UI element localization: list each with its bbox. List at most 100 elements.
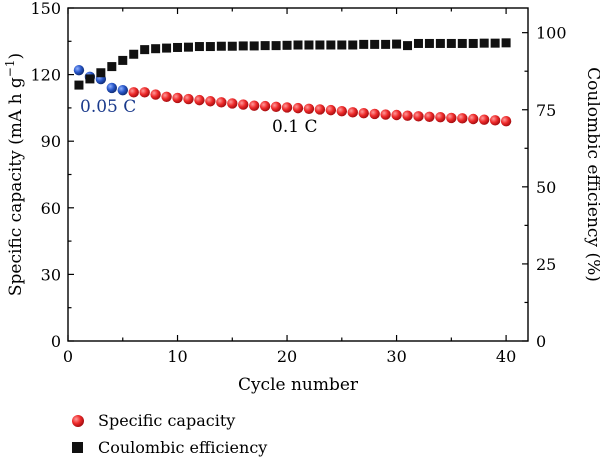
capacity-point-0.1C [183,93,194,105]
efficiency-point [348,40,358,50]
y-right-tick-label: 100 [536,24,567,43]
efficiency-point [183,42,193,52]
y-right-axis-title: Coulombic efficiency (%) [583,67,600,282]
capacity-point-0.1C [489,115,501,126]
capacity-point-0.1C [336,106,348,117]
y-left-tick-label: 90 [41,132,61,151]
legend-label: Coulombic efficiency [98,438,267,457]
efficiency-point [403,41,413,51]
efficiency-point [468,38,478,48]
capacity-point-0.1C [216,97,227,108]
capacity-point-0.1C [424,111,435,122]
capacity-point-0.1C [227,98,238,109]
efficiency-point [337,40,347,50]
capacity-point-0.05C [106,82,118,94]
efficiency-point [107,62,117,72]
efficiency-point [96,68,106,78]
annotation-0.1C: 0.1 C [272,117,317,137]
capacity-point-0.1C [457,113,468,124]
efficiency-point [129,49,139,59]
efficiency-point [205,42,215,52]
x-tick-label: 0 [63,347,73,366]
efficiency-point [457,38,467,48]
x-tick-label: 10 [167,347,187,366]
efficiency-point [435,38,445,48]
capacity-point-0.1C [292,102,304,114]
capacity-point-0.1C [468,113,479,125]
x-axis-title: Cycle number [238,375,359,395]
efficiency-point [392,39,402,49]
capacity-point-0.1C [380,109,391,120]
capacity-point-0.05C [117,84,128,96]
y-right-tick-label: 25 [536,255,556,274]
capacity-point-0.1C [259,100,271,112]
efficiency-point [490,38,500,48]
capacity-point-0.1C [358,108,369,119]
capacity-point-0.1C [150,89,161,100]
capacity-point-0.1C [347,107,358,118]
y-left-axis-title: Specific capacity (mA h g−1) [3,53,26,296]
axis-labels: 0 10 20 30 40 0 30 60 90 120 150 0 25 50 75 100 Cycle nu… [3,0,600,395]
capacity-point-0.1C [128,87,139,98]
x-tick-label: 40 [496,347,516,366]
legend-label: Specific capacity [98,411,235,430]
efficiency-point [140,45,150,55]
efficiency-point [173,42,183,52]
capacity-point-0.1C [270,101,282,112]
capacity-point-0.1C [325,104,337,116]
capacity-point-0.1C [446,112,457,124]
efficiency-point [194,42,204,52]
capacity-point-0.1C [248,100,260,111]
capacity-point-0.1C [205,96,216,107]
efficiency-point [424,38,434,48]
capacity-point-0.1C [413,111,424,122]
y-left-tick-label: 0 [51,332,61,351]
y-right-tick-label: 75 [536,101,556,120]
efficiency-point [216,41,226,51]
y-left-tick-label: 60 [41,199,61,218]
capacity-point-0.1C [161,91,172,103]
capacity-point-0.1C [238,99,249,110]
efficiency-point [315,40,325,50]
efficiency-point [85,74,95,84]
efficiency-point [151,44,161,54]
efficiency-point [260,41,270,51]
annotation-0.05C: 0.05 C [80,97,136,117]
legend-square-icon [72,442,83,453]
y-right-tick-label: 50 [536,178,556,197]
efficiency-point [162,43,172,53]
capacity-point-0.1C [369,108,380,120]
capacity-point-0.1C [478,114,490,125]
capacity-point-0.1C [314,104,326,115]
capacity-point-0.1C [194,94,205,106]
y-left-tick-label: 150 [30,0,61,18]
efficiency-point [501,38,511,48]
efficiency-point [74,80,84,90]
x-tick-label: 20 [277,347,297,366]
capacity-point-0.1C [139,87,150,98]
efficiency-point [271,41,281,51]
legend: Specific capacity Coulombic efficiency [72,411,267,457]
y-left-tick-label: 30 [41,265,61,284]
efficiency-point [370,39,380,49]
capacity-point-0.1C [391,109,402,121]
efficiency-point [359,39,369,49]
efficiency-point [227,41,237,51]
capacity-point-0.1C [172,92,183,104]
y-left-tick-label: 120 [30,66,61,85]
efficiency-point [293,40,303,50]
y-right-tick-label: 0 [536,332,546,351]
capacity-point-0.1C [303,103,315,114]
axis-ticks [67,7,528,342]
efficiency-point [249,41,259,51]
efficiency-point [381,39,391,49]
capacity-point-0.1C [500,116,512,127]
x-tick-label: 30 [386,347,406,366]
efficiency-point [479,38,489,48]
capacity-point-0.1C [435,112,446,123]
efficiency-point [118,55,128,65]
efficiency-point [446,38,456,48]
efficiency-point [238,41,248,51]
